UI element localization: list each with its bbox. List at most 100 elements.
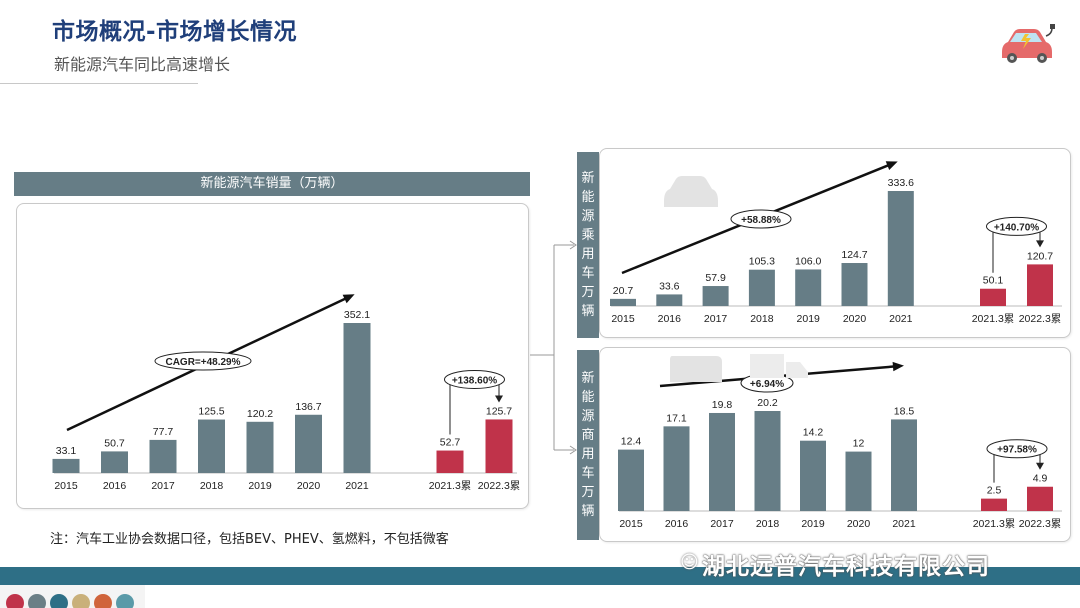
trend-label: +58.88%	[741, 215, 781, 226]
total-sales-header: 新能源汽车销量（万辆）	[14, 172, 530, 196]
footer-bar	[0, 567, 1080, 585]
x-tick-label: 2022.3累	[1019, 518, 1062, 530]
trend-label: CAGR=+48.29%	[165, 357, 240, 368]
x-tick-label: 2019	[248, 480, 272, 492]
bar-2017	[149, 439, 177, 473]
bar-value-label: 50.1	[983, 275, 1004, 287]
bar-2018	[748, 269, 775, 306]
growth-label: +97.58%	[997, 445, 1037, 456]
growth-label: +140.70%	[994, 222, 1039, 233]
bar-2019	[795, 269, 822, 306]
bar-value-label: 2.5	[987, 485, 1002, 497]
side-label-char: 能	[581, 390, 595, 405]
side-label-char: 新	[581, 171, 595, 186]
page-subtitle: 新能源汽车同比高速增长	[54, 55, 231, 74]
bar-value-label: 120.2	[247, 408, 273, 420]
bar-value-label: 57.9	[705, 272, 726, 284]
side-label-char: 新	[581, 371, 595, 386]
x-tick-label: 2017	[710, 518, 734, 530]
total-sales-panel: 33.1 2015 50.7 2016 77.7 2017 125.5 2018 120.2 20…	[16, 203, 529, 509]
x-tick-label: 2020	[843, 313, 867, 325]
bar-value-label: 352.1	[344, 309, 370, 321]
bar-2019	[800, 440, 826, 511]
growth-arrowhead	[1036, 462, 1044, 470]
bar-value-label: 17.1	[666, 412, 687, 424]
trend-arrowhead	[892, 361, 904, 372]
footer-dot	[28, 594, 46, 608]
side-label-char: 乘	[581, 228, 595, 243]
bar-value-label: 33.1	[56, 445, 77, 457]
x-tick-label: 2018	[200, 480, 224, 492]
bar-2016	[663, 426, 690, 511]
bar-value-label: 333.6	[888, 177, 914, 189]
sedan-icon	[664, 176, 718, 207]
growth-badge	[986, 216, 1047, 236]
bar-2016	[656, 294, 683, 306]
side-label-char: 辆	[581, 504, 595, 519]
x-tick-label: 2021.3累	[972, 313, 1015, 325]
bar-value-label: 4.9	[1033, 473, 1048, 485]
bar-2017	[709, 412, 735, 511]
footer-dot	[94, 594, 112, 608]
bar-value-label: 12	[853, 438, 865, 450]
bar-2021	[887, 191, 914, 306]
commercial-side-label: 新 能 源 商 用 车 万 辆	[577, 350, 599, 540]
bar-value-label: 19.8	[712, 399, 733, 411]
passenger-chart: 20.7 2015 33.6 2016 57.9 2017 105.3 2018 106.0 20…	[610, 161, 1062, 325]
x-tick-label: 2020	[847, 518, 871, 530]
x-tick-label: 2015	[619, 518, 643, 530]
bar-2018	[198, 419, 225, 473]
x-tick-label: 2018	[756, 518, 780, 530]
bar-value-label: 12.4	[621, 436, 642, 448]
x-tick-label: 2016	[658, 313, 682, 325]
growth-label: +138.60%	[452, 375, 497, 386]
bar-2015	[618, 449, 644, 511]
x-tick-label: 2019	[801, 518, 825, 530]
bar-2016	[101, 451, 128, 473]
commercial-panel: 12.4 2015 17.1 2016 19.8 2017 20.2 2018 14.2 2019…	[599, 347, 1071, 542]
bar-2021	[891, 419, 917, 511]
side-label-char: 万	[581, 485, 595, 500]
page-title: 市场概况-市场增长情况	[52, 19, 298, 45]
x-tick-label: 2016	[665, 518, 689, 530]
bar-value-label: 33.6	[659, 280, 680, 292]
footer-dot	[72, 594, 90, 608]
bar-2021.3累	[981, 498, 1007, 511]
side-label-char: 车	[581, 466, 595, 481]
bar-2020	[845, 451, 872, 511]
x-tick-label: 2021	[892, 518, 916, 530]
bar-value-label: 124.7	[841, 249, 867, 261]
x-tick-label: 2020	[297, 480, 321, 492]
passenger-panel: 20.7 2015 33.6 2016 57.9 2017 105.3 2018 106.0 20…	[599, 148, 1071, 338]
x-tick-label: 2018	[750, 313, 774, 325]
trend-badge	[154, 351, 252, 371]
bar-2021.3累	[980, 288, 1006, 306]
footnote: 注：汽车工业协会数据口径，包括BEV、PHEV、氢燃料，不包括微客	[50, 532, 449, 547]
bar-2021.3累	[436, 450, 464, 473]
total-sales-chart: 33.1 2015 50.7 2016 77.7 2017 125.5 2018 120.2 20…	[52, 294, 520, 492]
x-tick-label: 2016	[103, 480, 127, 492]
watermark: 湖北远普汽车科技有限公司	[702, 554, 990, 580]
commercial-chart: 12.4 2015 17.1 2016 19.8 2017 20.2 2018 14.2 2019…	[618, 354, 1062, 530]
bar-2019	[246, 421, 274, 473]
x-tick-label: 2021.3累	[973, 518, 1016, 530]
x-tick-label: 2021	[345, 480, 369, 492]
x-tick-label: 2017	[704, 313, 728, 325]
side-label-char: 车	[581, 266, 595, 281]
bar-value-label: 20.7	[613, 285, 634, 297]
bar-2022.3累	[485, 419, 513, 473]
truck-icon	[750, 354, 808, 378]
bar-value-label: 20.2	[757, 397, 778, 409]
trend-arrowhead	[342, 294, 355, 304]
side-label-char: 能	[581, 190, 595, 205]
side-label-char: 用	[581, 447, 595, 462]
bar-2020	[841, 263, 868, 306]
footer-dot	[116, 594, 134, 608]
title-divider	[0, 83, 198, 84]
x-tick-label: 2021.3累	[429, 480, 472, 492]
van-icon	[670, 356, 722, 382]
electric-car-icon	[1002, 24, 1055, 63]
footer-dots	[6, 594, 134, 608]
x-tick-label: 2019	[797, 313, 821, 325]
growth-arrowhead	[495, 395, 503, 403]
